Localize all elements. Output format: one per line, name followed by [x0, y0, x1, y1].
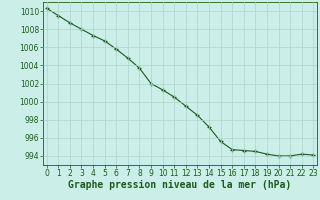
X-axis label: Graphe pression niveau de la mer (hPa): Graphe pression niveau de la mer (hPa): [68, 180, 292, 190]
